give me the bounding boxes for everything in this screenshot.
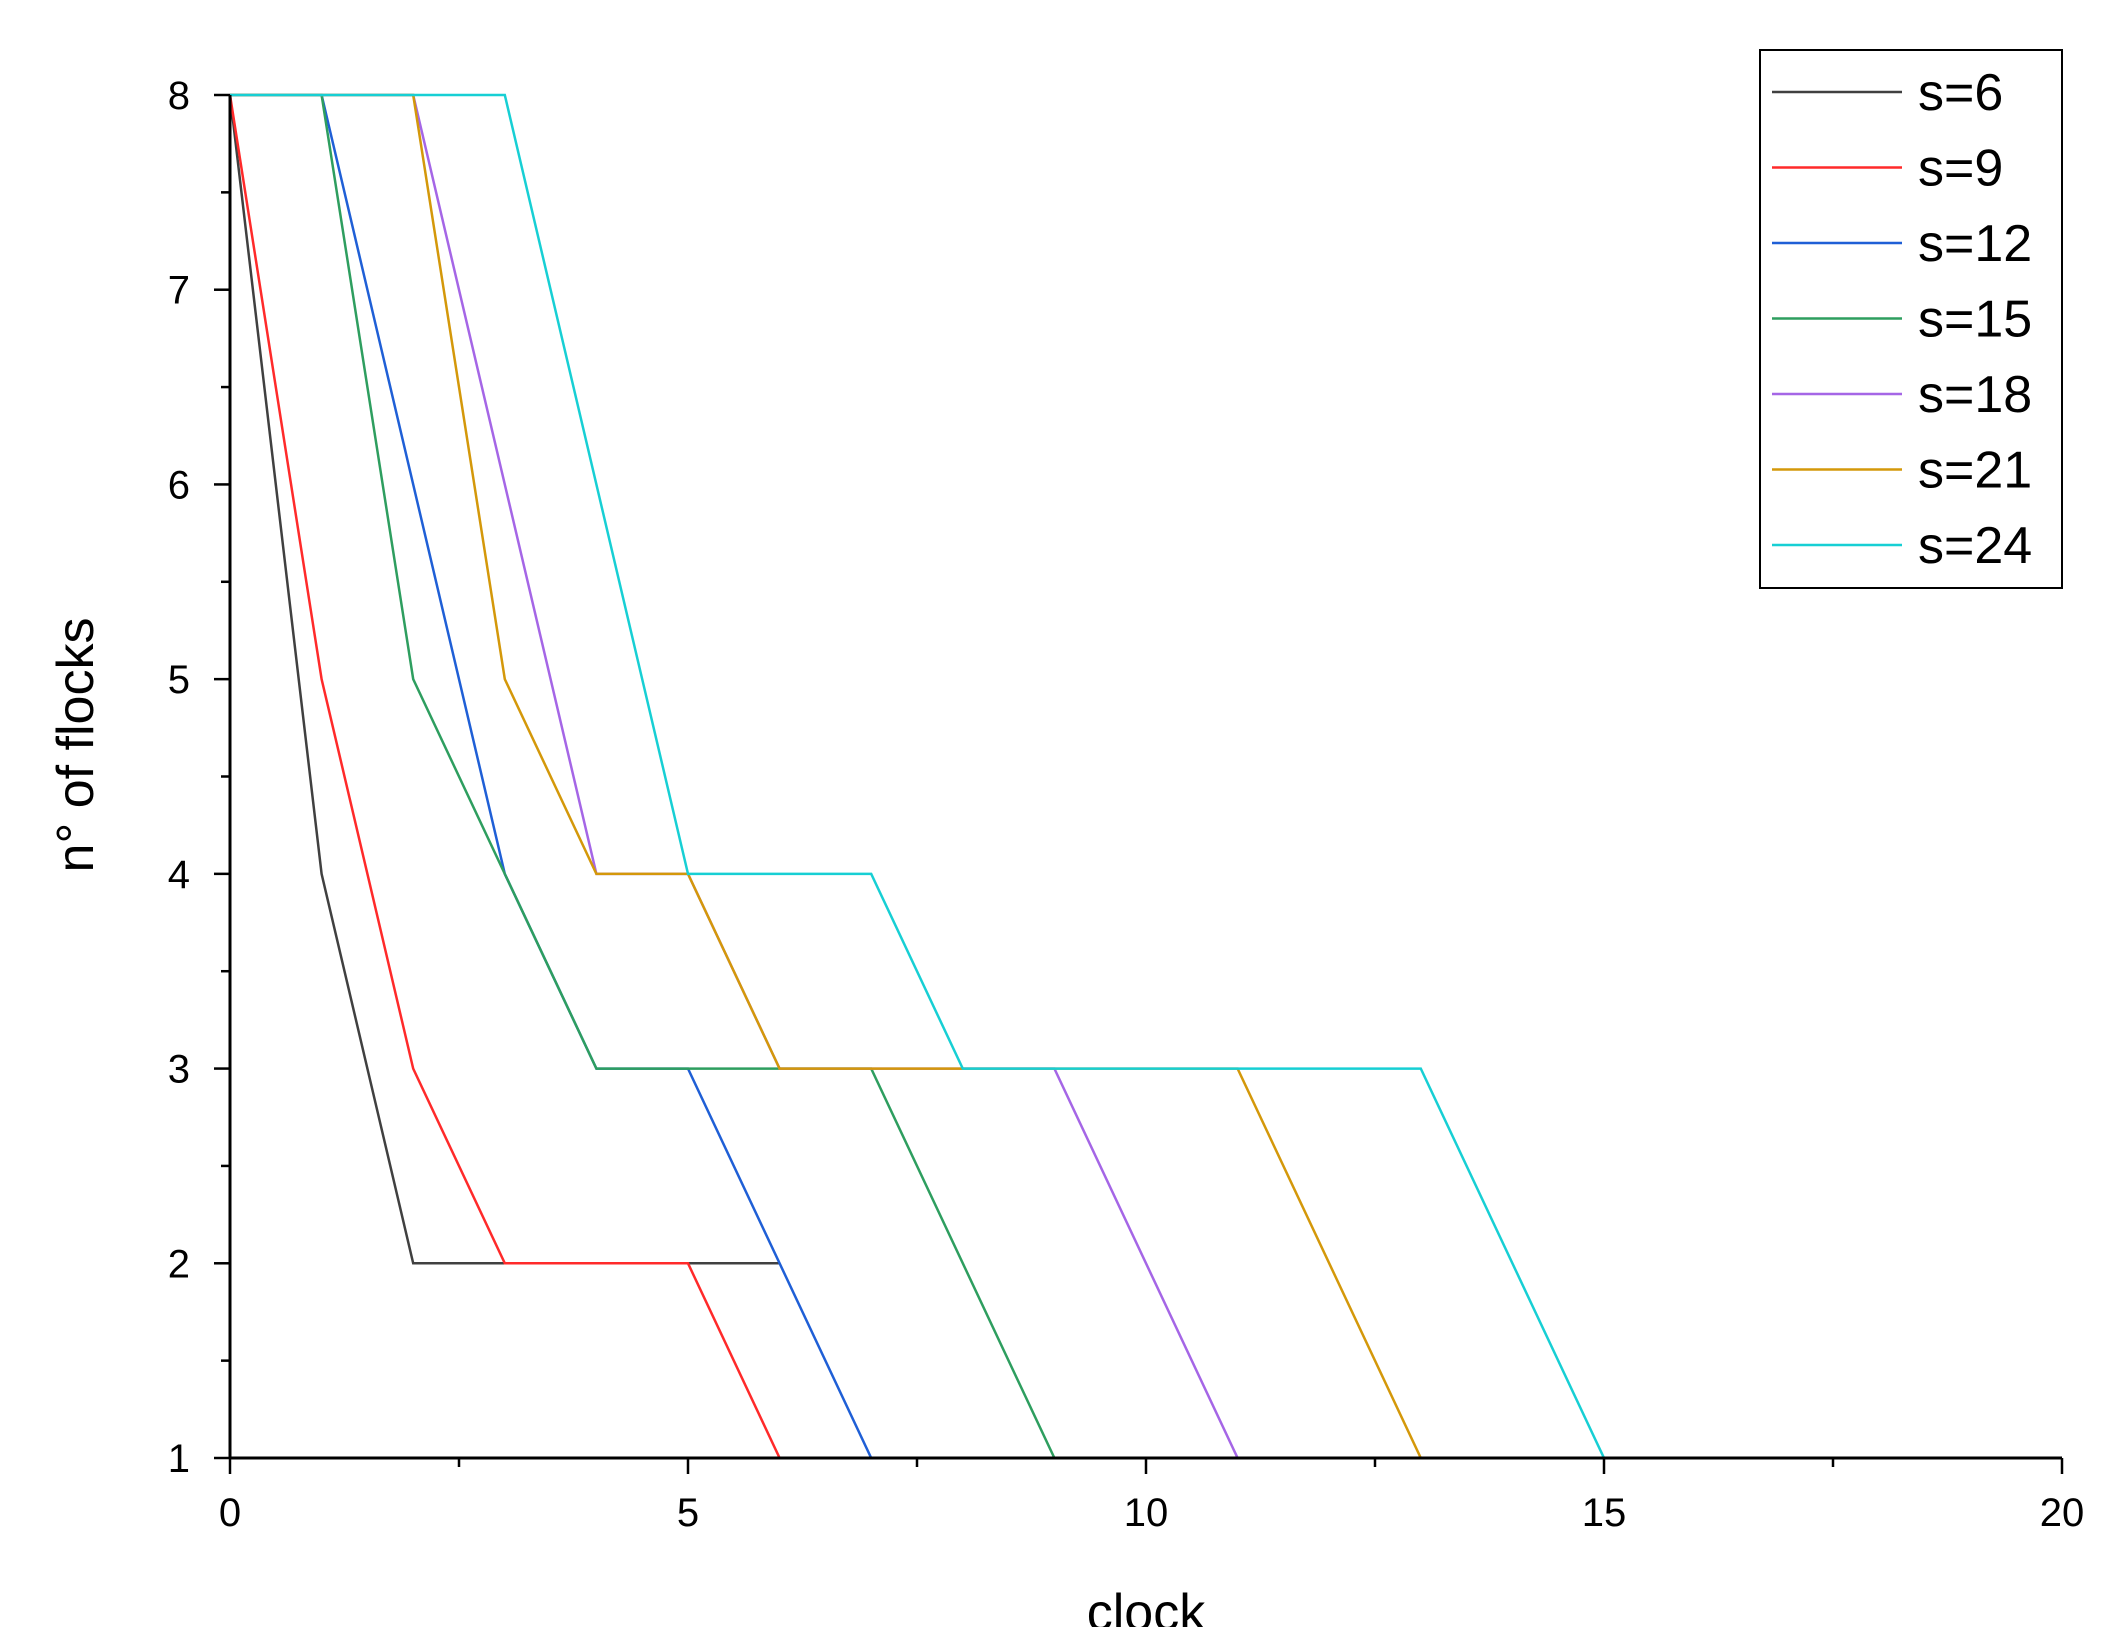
y-tick-label: 1: [168, 1437, 190, 1481]
x-tick-label: 15: [1582, 1491, 1627, 1535]
x-tick-label: 5: [677, 1491, 699, 1535]
legend-label: s=24: [1918, 517, 2032, 575]
legend-label: s=6: [1918, 64, 2003, 122]
y-ticks: 1 2 3 4 5 6 7 8: [168, 74, 230, 1481]
plot-lines: [228, 93, 2062, 1460]
legend-label: s=15: [1918, 291, 2032, 349]
series-line-s-24: [230, 93, 2062, 1460]
y-tick-label: 3: [168, 1048, 190, 1092]
legend: s=6 s=9 s=12 s=15 s=18 s=21 s=24: [1759, 49, 2063, 589]
legend-label: s=9: [1918, 140, 2003, 198]
legend-label: s=12: [1918, 215, 2032, 273]
y-tick-label: 4: [168, 853, 190, 897]
legend-label: s=21: [1918, 442, 2032, 500]
y-tick-label: 5: [168, 658, 190, 702]
x-ticks: 0 5 10 15 20: [219, 1458, 2084, 1535]
y-tick-label: 8: [168, 74, 190, 118]
x-tick-label: 10: [1124, 1491, 1169, 1535]
x-tick-label: 0: [219, 1491, 241, 1535]
x-axis-label: clock: [1087, 1584, 1206, 1627]
y-tick-label: 2: [168, 1242, 190, 1286]
y-tick-label: 7: [168, 269, 190, 313]
legend-label: s=18: [1918, 366, 2032, 424]
y-tick-label: 6: [168, 463, 190, 507]
x-tick-label: 20: [2040, 1491, 2085, 1535]
y-axis-label: n° of flocks: [47, 618, 105, 873]
